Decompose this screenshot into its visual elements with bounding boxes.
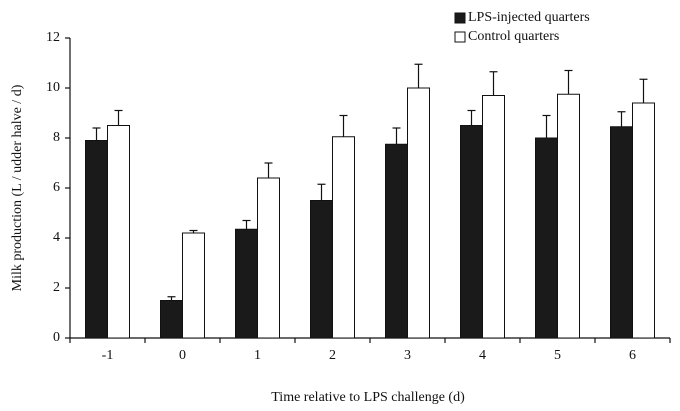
bar bbox=[385, 143, 408, 339]
x-tick-label: 4 bbox=[479, 348, 486, 363]
y-tick-label: 6 bbox=[53, 180, 60, 195]
y-axis-label: Milk production (L / udder halve / d) bbox=[10, 84, 25, 291]
bar bbox=[235, 228, 258, 339]
bar bbox=[407, 87, 430, 339]
x-axis-label: Time relative to LPS challenge (d) bbox=[271, 390, 465, 405]
x-tick-label: 1 bbox=[254, 348, 261, 363]
bar bbox=[107, 125, 130, 339]
legend-swatch bbox=[454, 12, 466, 24]
bar bbox=[332, 136, 355, 339]
bar bbox=[610, 126, 633, 339]
y-tick-label: 0 bbox=[53, 330, 60, 345]
bar bbox=[182, 232, 205, 339]
bar bbox=[535, 137, 558, 339]
y-tick-label: 10 bbox=[46, 80, 60, 95]
y-tick-label: 8 bbox=[53, 130, 60, 145]
x-tick-label: 6 bbox=[629, 348, 636, 363]
x-tick-label: 3 bbox=[404, 348, 411, 363]
bar bbox=[257, 177, 280, 339]
x-tick-label: 2 bbox=[329, 348, 336, 363]
legend-swatch bbox=[454, 31, 466, 43]
bar bbox=[460, 125, 483, 339]
bar bbox=[482, 95, 505, 339]
bar bbox=[632, 102, 655, 339]
bar bbox=[160, 300, 183, 339]
legend-label: LPS-injected quarters bbox=[468, 10, 590, 25]
x-tick-label: 5 bbox=[554, 348, 561, 363]
x-tick-label: -1 bbox=[102, 348, 114, 363]
y-tick-label: 2 bbox=[53, 280, 60, 295]
bar bbox=[557, 93, 580, 339]
bar bbox=[310, 200, 333, 339]
x-tick-label: 0 bbox=[179, 348, 186, 363]
legend-label: Control quarters bbox=[468, 29, 559, 44]
y-tick-label: 12 bbox=[46, 30, 60, 45]
bar bbox=[85, 140, 108, 339]
y-tick-label: 4 bbox=[53, 230, 60, 245]
